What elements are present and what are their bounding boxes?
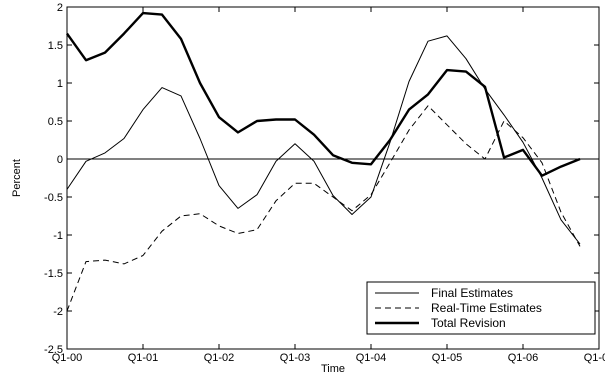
series-layer <box>66 11 581 312</box>
y-tick-label: 2 <box>57 2 63 14</box>
y-tick-label: 0 <box>57 154 63 166</box>
x-tick-label: Q1-06 <box>508 352 539 364</box>
legend-label: Total Revision <box>431 316 506 330</box>
y-tick-label: -2 <box>53 306 63 318</box>
x-tick-label: Q1-04 <box>356 352 387 364</box>
tick-layer: -2.5 -2 -1.5 -1 -0.5 0 0.5 1 1.5 2 Q1-00 Q1-01 Q1-02… <box>44 2 605 364</box>
y-tick-label: -0.5 <box>44 192 63 204</box>
x-tick-label: Q1-03 <box>280 352 311 364</box>
x-tick-label: Q1-01 <box>128 352 159 364</box>
plot-layer <box>66 6 600 350</box>
y-tick-label: 1.5 <box>48 40 63 52</box>
legend-label: Final Estimates <box>431 286 513 300</box>
y-tick-label: -2.5 <box>44 344 63 356</box>
y-tick-label: -1.5 <box>44 268 63 280</box>
x-tick-label: Q1-05 <box>432 352 463 364</box>
series-line-0 <box>66 35 581 245</box>
y-tick-label: 1 <box>57 78 63 90</box>
legend-label: Real-Time Estimates <box>431 301 542 315</box>
x-tick-label: Q1-07 <box>584 352 605 364</box>
x-tick-label: Q1-02 <box>204 352 235 364</box>
y-tick-label: 0.5 <box>48 116 63 128</box>
x-axis-title: Time <box>321 363 345 375</box>
x-tick-label: Q1-00 <box>52 352 83 364</box>
y-axis-title: Percent <box>11 159 23 197</box>
series-line-2 <box>66 11 581 177</box>
series-line-1 <box>66 105 581 312</box>
y-tick-label: -1 <box>53 230 63 242</box>
